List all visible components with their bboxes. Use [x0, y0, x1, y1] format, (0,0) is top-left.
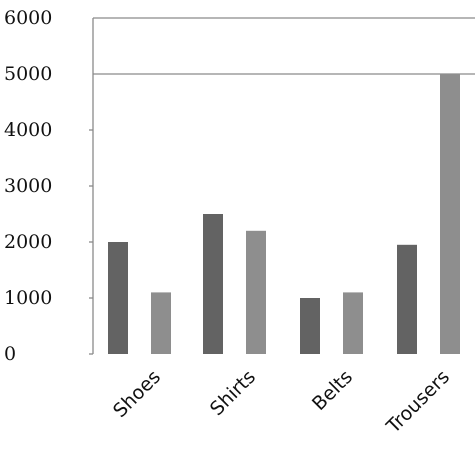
bar-trousers-series-2	[440, 74, 460, 354]
y-tick-label: 0	[4, 343, 16, 365]
bar-belts-series-2	[343, 292, 363, 354]
x-tick-labels: Shoes Shirts Belts Trousers	[109, 366, 454, 438]
axes	[89, 18, 94, 355]
x-tick-label: Shirts	[206, 366, 260, 420]
bar-shirts-series-1	[203, 214, 223, 354]
y-tick-label: 6000	[4, 7, 52, 29]
bar-shirts-series-2	[246, 230, 266, 354]
x-tick-label: Belts	[308, 366, 357, 415]
y-tick-label: 2000	[4, 231, 52, 253]
y-tick-label: 1000	[4, 287, 52, 309]
bar-shoes-series-1	[108, 242, 128, 354]
x-tick-label: Shoes	[109, 366, 165, 422]
gridlines	[93, 17, 475, 75]
y-tick-label: 3000	[4, 175, 52, 197]
y-tick-label: 4000	[4, 119, 52, 141]
bars	[108, 74, 460, 354]
bar-trousers-series-1	[397, 244, 417, 354]
x-tick-label: Trousers	[382, 366, 454, 438]
y-tick-label: 5000	[4, 63, 52, 85]
bar-belts-series-1	[300, 298, 320, 354]
bar-shoes-series-2	[151, 292, 171, 354]
y-tick-labels: 0 1000 2000 3000 4000 5000 6000	[4, 7, 52, 365]
